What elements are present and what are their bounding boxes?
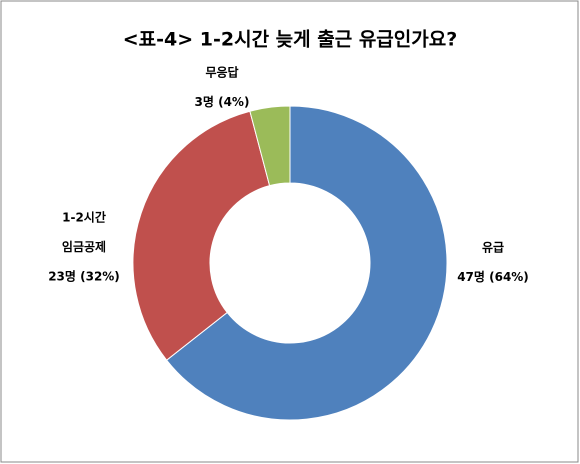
category-label: 임금공제 [62,240,106,254]
category-label: 무응답 [205,65,238,80]
category-label: 1-2시간 [62,210,106,225]
chart-title: <표-4> 1-2시간 늦게 출근 유급인가요? [123,29,458,51]
donut-slice [132,110,271,361]
donut-slice [249,105,291,187]
category-label: 유급 [482,241,504,255]
value-label: 3명 (4%) [195,95,250,109]
value-label: 23명 (32%) [48,270,120,284]
value-label: 47명 (64%) [457,270,529,284]
donut-slice [165,105,448,421]
